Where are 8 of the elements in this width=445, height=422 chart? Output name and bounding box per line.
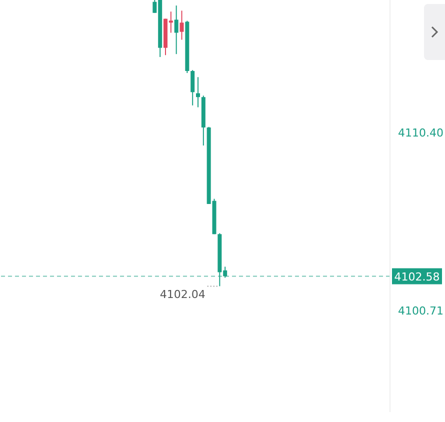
candlestick (196, 76, 200, 108)
candlestick (190, 70, 195, 106)
candlestick (180, 10, 184, 40)
candlestick (174, 5, 178, 55)
y-tick-label: 4100.71 (398, 304, 444, 318)
ref-line-label: 4102.58 (394, 270, 440, 284)
annotation: 4102.04 (160, 288, 206, 302)
y-tick-label: 4110.40 (398, 126, 444, 140)
